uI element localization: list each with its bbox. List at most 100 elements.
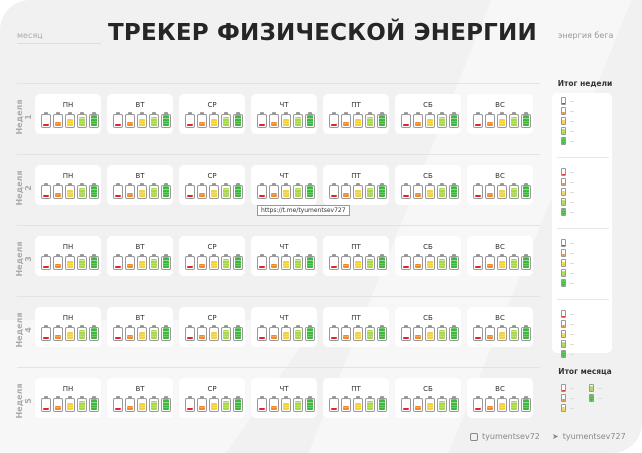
day-card[interactable]: ЧТ: [251, 94, 317, 134]
day-card[interactable]: ВТ: [107, 236, 173, 276]
battery-icon[interactable]: [137, 183, 147, 199]
day-card[interactable]: ВС: [467, 94, 533, 134]
day-card[interactable]: СБ: [395, 236, 461, 276]
summary-battery-icon[interactable]: [561, 178, 566, 186]
battery-icon[interactable]: [197, 325, 207, 341]
day-card[interactable]: ПН: [35, 236, 101, 276]
battery-icon[interactable]: [269, 325, 279, 341]
day-card[interactable]: ЧТ: [251, 236, 317, 276]
battery-icon[interactable]: [221, 183, 231, 199]
battery-icon[interactable]: [353, 396, 363, 412]
summary-battery-icon[interactable]: [561, 320, 566, 328]
day-card[interactable]: СР: [179, 236, 245, 276]
battery-icon[interactable]: [305, 325, 315, 341]
day-card[interactable]: СР: [179, 307, 245, 347]
battery-icon[interactable]: [281, 112, 291, 128]
battery-icon[interactable]: [257, 183, 267, 199]
battery-icon[interactable]: [293, 325, 303, 341]
battery-icon[interactable]: [161, 254, 171, 270]
battery-icon[interactable]: [53, 254, 63, 270]
battery-icon[interactable]: [425, 112, 435, 128]
battery-icon[interactable]: [353, 325, 363, 341]
battery-icon[interactable]: [437, 396, 447, 412]
day-card[interactable]: ПН: [35, 165, 101, 205]
battery-icon[interactable]: [449, 183, 459, 199]
summary-battery-icon[interactable]: [589, 394, 594, 402]
battery-icon[interactable]: [509, 325, 519, 341]
battery-icon[interactable]: [53, 396, 63, 412]
battery-icon[interactable]: [329, 325, 339, 341]
battery-icon[interactable]: [377, 396, 387, 412]
battery-icon[interactable]: [209, 254, 219, 270]
battery-icon[interactable]: [233, 396, 243, 412]
battery-icon[interactable]: [89, 183, 99, 199]
battery-icon[interactable]: [281, 183, 291, 199]
battery-icon[interactable]: [149, 112, 159, 128]
battery-icon[interactable]: [425, 183, 435, 199]
battery-icon[interactable]: [197, 254, 207, 270]
battery-icon[interactable]: [473, 112, 483, 128]
day-card[interactable]: ЧТ: [251, 165, 317, 205]
battery-icon[interactable]: [365, 396, 375, 412]
battery-icon[interactable]: [509, 112, 519, 128]
battery-icon[interactable]: [329, 112, 339, 128]
telegram-link[interactable]: ➤ tyumentsev727: [552, 432, 626, 441]
battery-icon[interactable]: [413, 325, 423, 341]
battery-icon[interactable]: [449, 325, 459, 341]
battery-icon[interactable]: [41, 112, 51, 128]
battery-icon[interactable]: [305, 254, 315, 270]
battery-icon[interactable]: [257, 254, 267, 270]
battery-icon[interactable]: [341, 325, 351, 341]
summary-battery-icon[interactable]: [561, 310, 566, 318]
battery-icon[interactable]: [77, 183, 87, 199]
battery-icon[interactable]: [125, 254, 135, 270]
battery-icon[interactable]: [125, 183, 135, 199]
battery-icon[interactable]: [401, 254, 411, 270]
summary-battery-icon[interactable]: [561, 117, 566, 125]
summary-battery-icon[interactable]: [561, 404, 566, 412]
battery-icon[interactable]: [65, 112, 75, 128]
battery-icon[interactable]: [497, 396, 507, 412]
summary-battery-icon[interactable]: [561, 127, 566, 135]
battery-icon[interactable]: [65, 396, 75, 412]
battery-icon[interactable]: [437, 325, 447, 341]
battery-icon[interactable]: [137, 254, 147, 270]
battery-icon[interactable]: [113, 325, 123, 341]
summary-battery-icon[interactable]: [561, 198, 566, 206]
battery-icon[interactable]: [401, 325, 411, 341]
battery-icon[interactable]: [509, 254, 519, 270]
battery-icon[interactable]: [305, 112, 315, 128]
battery-icon[interactable]: [125, 325, 135, 341]
battery-icon[interactable]: [425, 396, 435, 412]
summary-battery-icon[interactable]: [561, 350, 566, 358]
battery-icon[interactable]: [161, 396, 171, 412]
day-card[interactable]: СР: [179, 378, 245, 418]
battery-icon[interactable]: [65, 254, 75, 270]
battery-icon[interactable]: [113, 183, 123, 199]
battery-icon[interactable]: [209, 396, 219, 412]
summary-battery-icon[interactable]: [561, 188, 566, 196]
battery-icon[interactable]: [401, 183, 411, 199]
summary-battery-icon[interactable]: [561, 259, 566, 267]
battery-icon[interactable]: [305, 396, 315, 412]
battery-icon[interactable]: [305, 183, 315, 199]
battery-icon[interactable]: [485, 396, 495, 412]
battery-icon[interactable]: [185, 325, 195, 341]
battery-icon[interactable]: [41, 254, 51, 270]
day-card[interactable]: ВТ: [107, 165, 173, 205]
battery-icon[interactable]: [125, 112, 135, 128]
battery-icon[interactable]: [113, 396, 123, 412]
day-card[interactable]: ПТ: [323, 378, 389, 418]
battery-icon[interactable]: [437, 254, 447, 270]
battery-icon[interactable]: [353, 183, 363, 199]
day-card[interactable]: СБ: [395, 165, 461, 205]
battery-icon[interactable]: [377, 112, 387, 128]
battery-icon[interactable]: [353, 254, 363, 270]
day-card[interactable]: СБ: [395, 307, 461, 347]
battery-icon[interactable]: [149, 325, 159, 341]
battery-icon[interactable]: [281, 396, 291, 412]
battery-icon[interactable]: [221, 396, 231, 412]
battery-icon[interactable]: [329, 183, 339, 199]
summary-battery-icon[interactable]: [589, 384, 594, 392]
battery-icon[interactable]: [233, 112, 243, 128]
